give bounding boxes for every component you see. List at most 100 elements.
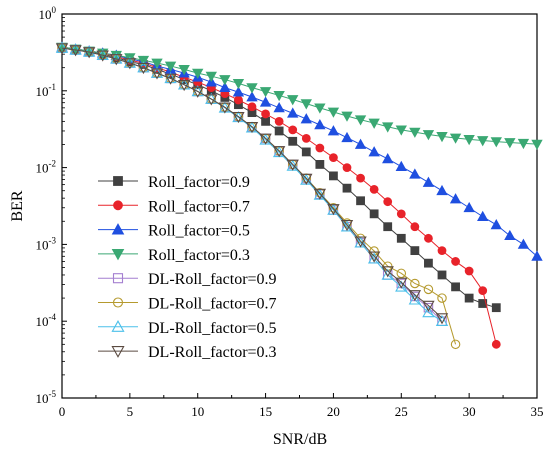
legend-item: Roll_factor=0.3 <box>98 247 250 264</box>
series-line <box>61 47 497 309</box>
y-tick-label: 10-4 <box>36 312 57 329</box>
data-point <box>437 246 447 256</box>
data-point <box>410 222 420 232</box>
data-point <box>369 209 379 219</box>
data-point <box>451 282 460 292</box>
data-point <box>354 138 367 149</box>
axis-ticks: 0 5 10 15 20 25 30 35 100 10-1 10-2 10-3 10-4 10-5 <box>36 5 544 419</box>
data-point <box>354 115 367 126</box>
data-point <box>449 133 462 144</box>
data-point <box>490 218 502 230</box>
y-tick-label: 10-1 <box>36 82 57 99</box>
data-point <box>274 116 284 126</box>
legend-marker <box>111 320 125 332</box>
data-point <box>409 168 421 179</box>
data-point <box>261 116 270 126</box>
legend-marker <box>113 176 123 186</box>
data-point <box>382 153 394 164</box>
data-point <box>219 75 231 86</box>
legend-label: DL-Roll_factor=0.9 <box>148 271 277 288</box>
data-point <box>408 290 422 302</box>
data-point <box>192 68 204 79</box>
legend-item: DL-Roll_factor=0.7 <box>98 296 277 313</box>
data-point <box>395 125 407 136</box>
data-point <box>177 79 191 92</box>
data-point <box>436 131 448 143</box>
data-point <box>178 64 190 76</box>
data-point <box>315 188 325 198</box>
data-point <box>478 299 488 308</box>
data-point <box>137 62 150 75</box>
data-point <box>287 107 299 118</box>
data-point <box>463 134 475 146</box>
legend-label: Roll_factor=0.3 <box>148 247 250 264</box>
data-point <box>342 183 352 193</box>
data-point <box>151 58 163 69</box>
x-tick-label: 35 <box>531 404 544 419</box>
data-point <box>437 293 447 303</box>
data-point <box>246 91 258 102</box>
data-point <box>300 99 312 110</box>
data-point <box>301 147 311 157</box>
x-tick-label: 0 <box>59 404 66 419</box>
y-tick-label: 100 <box>39 5 57 22</box>
data-point <box>490 137 502 148</box>
series-4 <box>56 42 543 150</box>
legend-label: DL-Roll_factor=0.7 <box>148 296 277 313</box>
data-point <box>96 50 109 62</box>
data-point <box>478 286 488 296</box>
data-point <box>301 133 311 143</box>
data-point <box>245 122 259 134</box>
data-point <box>464 293 474 303</box>
series-layer <box>55 41 543 350</box>
legend-label: Roll_factor=0.5 <box>148 223 250 240</box>
legend-item: DL-Roll_factor=0.5 <box>98 320 277 337</box>
legend-item: Roll_factor=0.5 <box>98 223 250 240</box>
legend-item: Roll_factor=0.9 <box>98 174 250 191</box>
data-point <box>286 159 299 171</box>
data-point <box>396 209 406 219</box>
x-tick-label: 30 <box>463 404 476 419</box>
legend: Roll_factor=0.9 Roll_factor=0.7 Roll_facto… <box>98 174 277 361</box>
legend-item: DL-Roll_factor=0.3 <box>98 344 277 361</box>
data-point <box>409 127 421 138</box>
data-point <box>449 193 462 204</box>
data-point <box>150 68 164 80</box>
series-line <box>61 47 443 319</box>
data-point <box>340 220 354 232</box>
legend-marker <box>111 248 125 261</box>
data-point <box>381 266 394 278</box>
data-point <box>517 138 530 150</box>
data-point <box>315 160 325 169</box>
data-point <box>367 251 381 263</box>
data-point <box>259 87 272 98</box>
data-point <box>164 73 177 85</box>
data-point <box>219 81 231 93</box>
series-line <box>61 46 538 257</box>
data-point <box>342 163 352 173</box>
data-point <box>205 71 217 83</box>
data-point <box>424 233 433 243</box>
data-point <box>287 95 299 106</box>
data-point <box>367 252 381 264</box>
data-point <box>410 278 420 289</box>
data-point <box>383 222 393 232</box>
legend-marker <box>112 273 124 284</box>
data-point <box>191 86 204 98</box>
data-point <box>436 184 448 196</box>
data-point <box>423 284 434 295</box>
data-point <box>464 266 474 276</box>
x-tick-label: 25 <box>395 404 408 419</box>
data-point <box>218 102 232 114</box>
legend-marker <box>111 346 125 358</box>
data-point <box>273 102 285 113</box>
data-point <box>424 258 433 268</box>
data-point <box>232 86 245 97</box>
data-point <box>422 306 435 318</box>
data-point <box>300 173 313 185</box>
data-point <box>422 300 435 312</box>
data-point <box>341 111 353 122</box>
legend-item: DL-Roll_factor=0.9 <box>98 271 277 288</box>
x-tick-label: 20 <box>327 404 340 419</box>
